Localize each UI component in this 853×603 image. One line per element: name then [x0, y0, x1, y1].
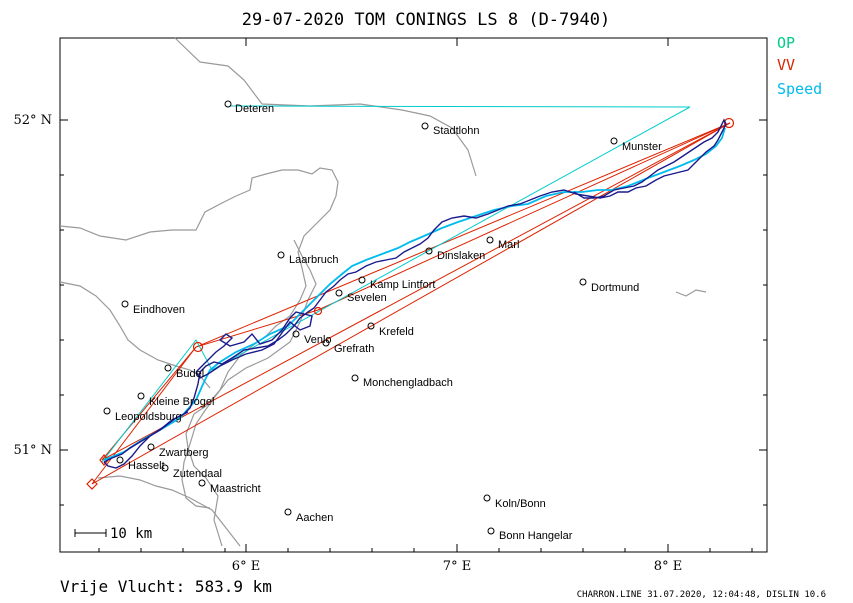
legend-speed: Speed [777, 80, 822, 98]
city-label: Budel [176, 368, 204, 380]
city-label: Krefeld [379, 326, 414, 338]
country-borders [59, 37, 707, 547]
lon-label-8: 8° E [654, 559, 682, 574]
legend-vv: VV [777, 56, 795, 74]
city-label: Marl [498, 239, 519, 251]
scale-bar: 10 km [74, 526, 152, 542]
city-label: Zwartberg [159, 447, 209, 459]
city-label: Maastricht [210, 483, 261, 495]
flight-track-loops [195, 311, 313, 379]
legend: OP VV Speed [777, 34, 822, 98]
city-label: Bonn Hangelar [499, 530, 573, 542]
city-markers [103, 100, 618, 535]
city-label: Dortmund [591, 282, 639, 294]
lon-label-6: 6° E [232, 559, 260, 574]
city-label: Kamp Lintfort [370, 279, 435, 291]
city-labels: Deteren Stadtlohn Munster Dinslaken Marl… [115, 103, 662, 542]
lat-label-52: 52° N [13, 113, 52, 128]
city-label: Venlo [304, 334, 332, 346]
axis-ticks [60, 38, 767, 552]
flight-track-south [103, 411, 189, 469]
city-label: Munster [622, 141, 662, 153]
op-line [101, 105, 691, 463]
city-label: Leopoldsburg [115, 411, 182, 423]
city-label: Stadtlohn [433, 125, 479, 137]
city-label: Hasselt [128, 460, 165, 472]
city-label: Eindhoven [133, 304, 185, 316]
city-label: Grefrath [334, 343, 374, 355]
city-label: Zutendaal [173, 468, 222, 480]
legend-op: OP [777, 34, 795, 52]
free-flight-distance: Vrije Vlucht: 583.9 km [60, 577, 272, 596]
city-label: Kleine Brogel [149, 396, 214, 408]
city-label: Deteren [235, 103, 274, 115]
vv-secondary-leg [101, 122, 731, 461]
map-title: 29-07-2020 TOM CONINGS LS 8 (D-7940) [242, 10, 610, 30]
city-label: Aachen [296, 512, 333, 524]
turnpoints [86, 117, 735, 490]
lat-label-51: 51° N [13, 443, 52, 458]
software-credit: CHARRON.LINE 31.07.2020, 12:04:48, DISLI… [577, 590, 826, 600]
scale-bar-label: 10 km [110, 526, 152, 542]
city-label: Sevelen [347, 292, 387, 304]
lon-label-7: 7° E [443, 559, 471, 574]
flight-track [103, 118, 727, 463]
city-label: Laarbruch [289, 254, 339, 266]
city-label: Monchengladbach [363, 377, 453, 389]
plot-frame [59, 37, 768, 553]
city-label: Dinslaken [437, 250, 485, 262]
city-label: Koln/Bonn [495, 498, 546, 510]
vv-triangle [91, 122, 731, 485]
